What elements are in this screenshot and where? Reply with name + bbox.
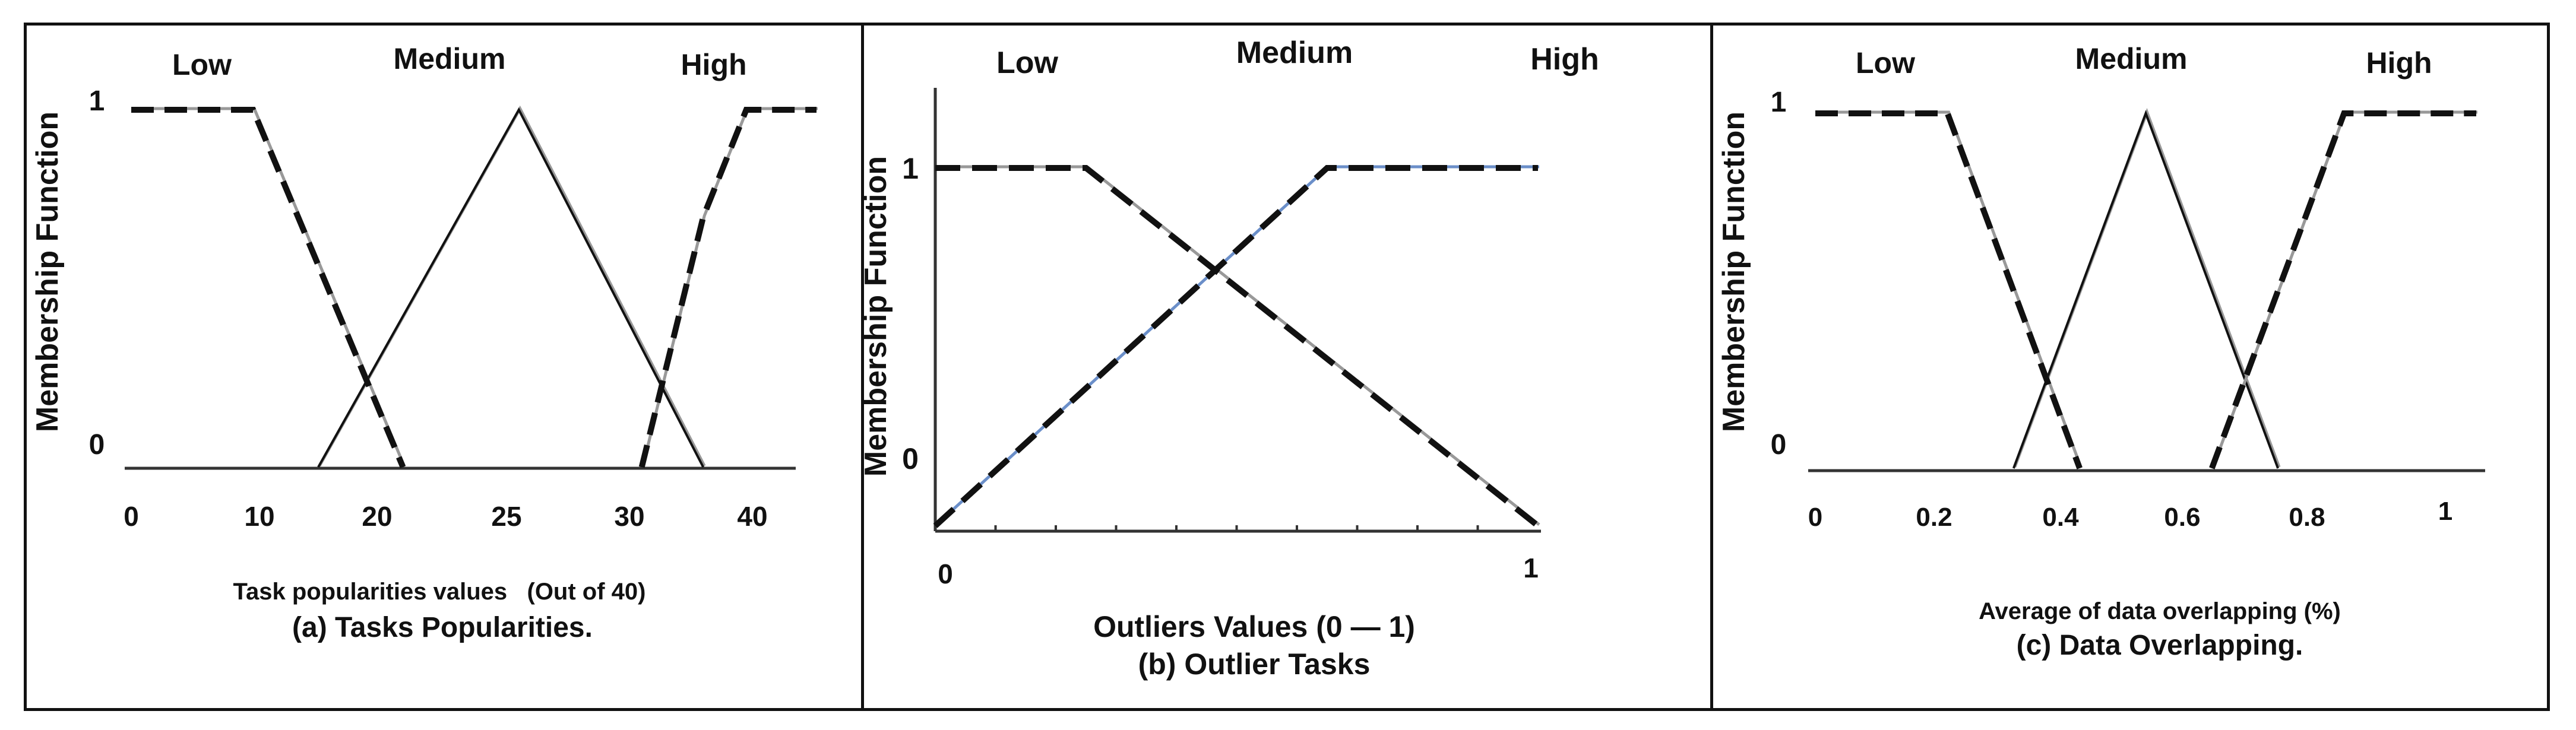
x-tick-30: 30 bbox=[614, 501, 644, 532]
series-high-line bbox=[2209, 110, 2476, 469]
series-medium-line bbox=[317, 107, 704, 468]
term-label-low: Low bbox=[1856, 46, 1915, 80]
y-axis-label: Membership Function bbox=[30, 112, 65, 432]
panel-b-svg: Low Medium High 1 0 Membership Function … bbox=[864, 36, 1599, 681]
panel-caption: (a) Tasks Popularities. bbox=[292, 612, 593, 643]
panel-caption: (b) Outlier Tasks bbox=[1138, 648, 1371, 681]
x-tick-40: 40 bbox=[737, 501, 767, 532]
x-tick-0: 0 bbox=[1808, 503, 1822, 532]
x-tick-0-4: 0.4 bbox=[2042, 503, 2079, 532]
series-high-shadow bbox=[2211, 110, 2477, 468]
x-tick-1: 1 bbox=[2438, 497, 2452, 526]
panel-divider-1 bbox=[861, 23, 864, 711]
term-label-low: Low bbox=[172, 48, 232, 81]
x-tick-20: 20 bbox=[362, 501, 392, 532]
x-tick-0: 0 bbox=[938, 558, 953, 589]
series-low-shadow bbox=[132, 107, 406, 466]
series-low-line bbox=[935, 165, 1540, 528]
series-high-shadow bbox=[935, 165, 1539, 526]
series-medium-shadow bbox=[2013, 107, 2281, 468]
y-axis-label: Membership Function bbox=[864, 156, 893, 477]
series-high-line bbox=[933, 165, 1538, 528]
panel-caption: (c) Data Overlapping. bbox=[2017, 630, 2303, 661]
series-high-line bbox=[638, 107, 817, 468]
panel-divider-2 bbox=[1710, 23, 1713, 711]
term-label-medium: Medium bbox=[2075, 42, 2188, 75]
panel-b-series bbox=[933, 165, 1540, 528]
y-axis-label: Membership Function bbox=[1717, 112, 1751, 432]
x-tick-0: 0 bbox=[124, 501, 139, 532]
panel-c: Low Medium High 1 0 Membership Function … bbox=[1713, 26, 2547, 708]
series-low-shadow bbox=[936, 165, 1540, 526]
y-tick-0: 0 bbox=[902, 442, 919, 475]
x-tick-10: 10 bbox=[244, 501, 274, 532]
y-tick-0: 0 bbox=[1771, 429, 1787, 461]
term-label-medium: Medium bbox=[394, 42, 506, 75]
series-medium-line bbox=[2012, 110, 2279, 469]
x-tick-25: 25 bbox=[491, 501, 521, 532]
x-tick-0-2: 0.2 bbox=[1916, 503, 1952, 532]
panel-c-svg: Low Medium High 1 0 Membership Function … bbox=[1717, 42, 2485, 661]
term-label-medium: Medium bbox=[1236, 36, 1353, 70]
x-axis-label: Outliers Values (0 — 1) bbox=[1093, 610, 1415, 643]
x-tick-1: 1 bbox=[1523, 553, 1539, 583]
series-high-shadow bbox=[641, 107, 818, 466]
term-label-high: High bbox=[1530, 42, 1599, 77]
term-label-high: High bbox=[681, 48, 746, 81]
series-low-line bbox=[131, 107, 406, 468]
y-tick-1: 1 bbox=[1771, 87, 1787, 118]
y-tick-1: 1 bbox=[89, 85, 105, 117]
y-tick-1: 1 bbox=[902, 152, 919, 185]
x-axis-ticks bbox=[994, 525, 1479, 531]
term-label-low: Low bbox=[996, 46, 1059, 80]
panel-c-series bbox=[1815, 107, 2477, 469]
x-axis-label: Average of data overlapping (%) bbox=[1979, 598, 2341, 624]
x-tick-0-8: 0.8 bbox=[2289, 503, 2325, 532]
panel-a-svg: Low Medium High 1 0 Membership Function … bbox=[30, 42, 818, 643]
panel-a-series bbox=[131, 105, 818, 468]
panel-b-axes bbox=[933, 88, 1541, 533]
series-low-line bbox=[1815, 110, 2083, 469]
x-axis-label: Task popularities values (Out of 40) bbox=[233, 579, 646, 605]
x-tick-0-6: 0.6 bbox=[2164, 503, 2200, 532]
figure-frame bbox=[24, 23, 2550, 711]
series-low-shadow bbox=[1817, 110, 2083, 468]
panel-b: Low Medium High 1 0 Membership Function … bbox=[864, 26, 1710, 708]
term-label-high: High bbox=[2366, 46, 2432, 80]
y-tick-0: 0 bbox=[89, 429, 105, 461]
panel-a: Low Medium High 1 0 Membership Function … bbox=[27, 26, 861, 708]
